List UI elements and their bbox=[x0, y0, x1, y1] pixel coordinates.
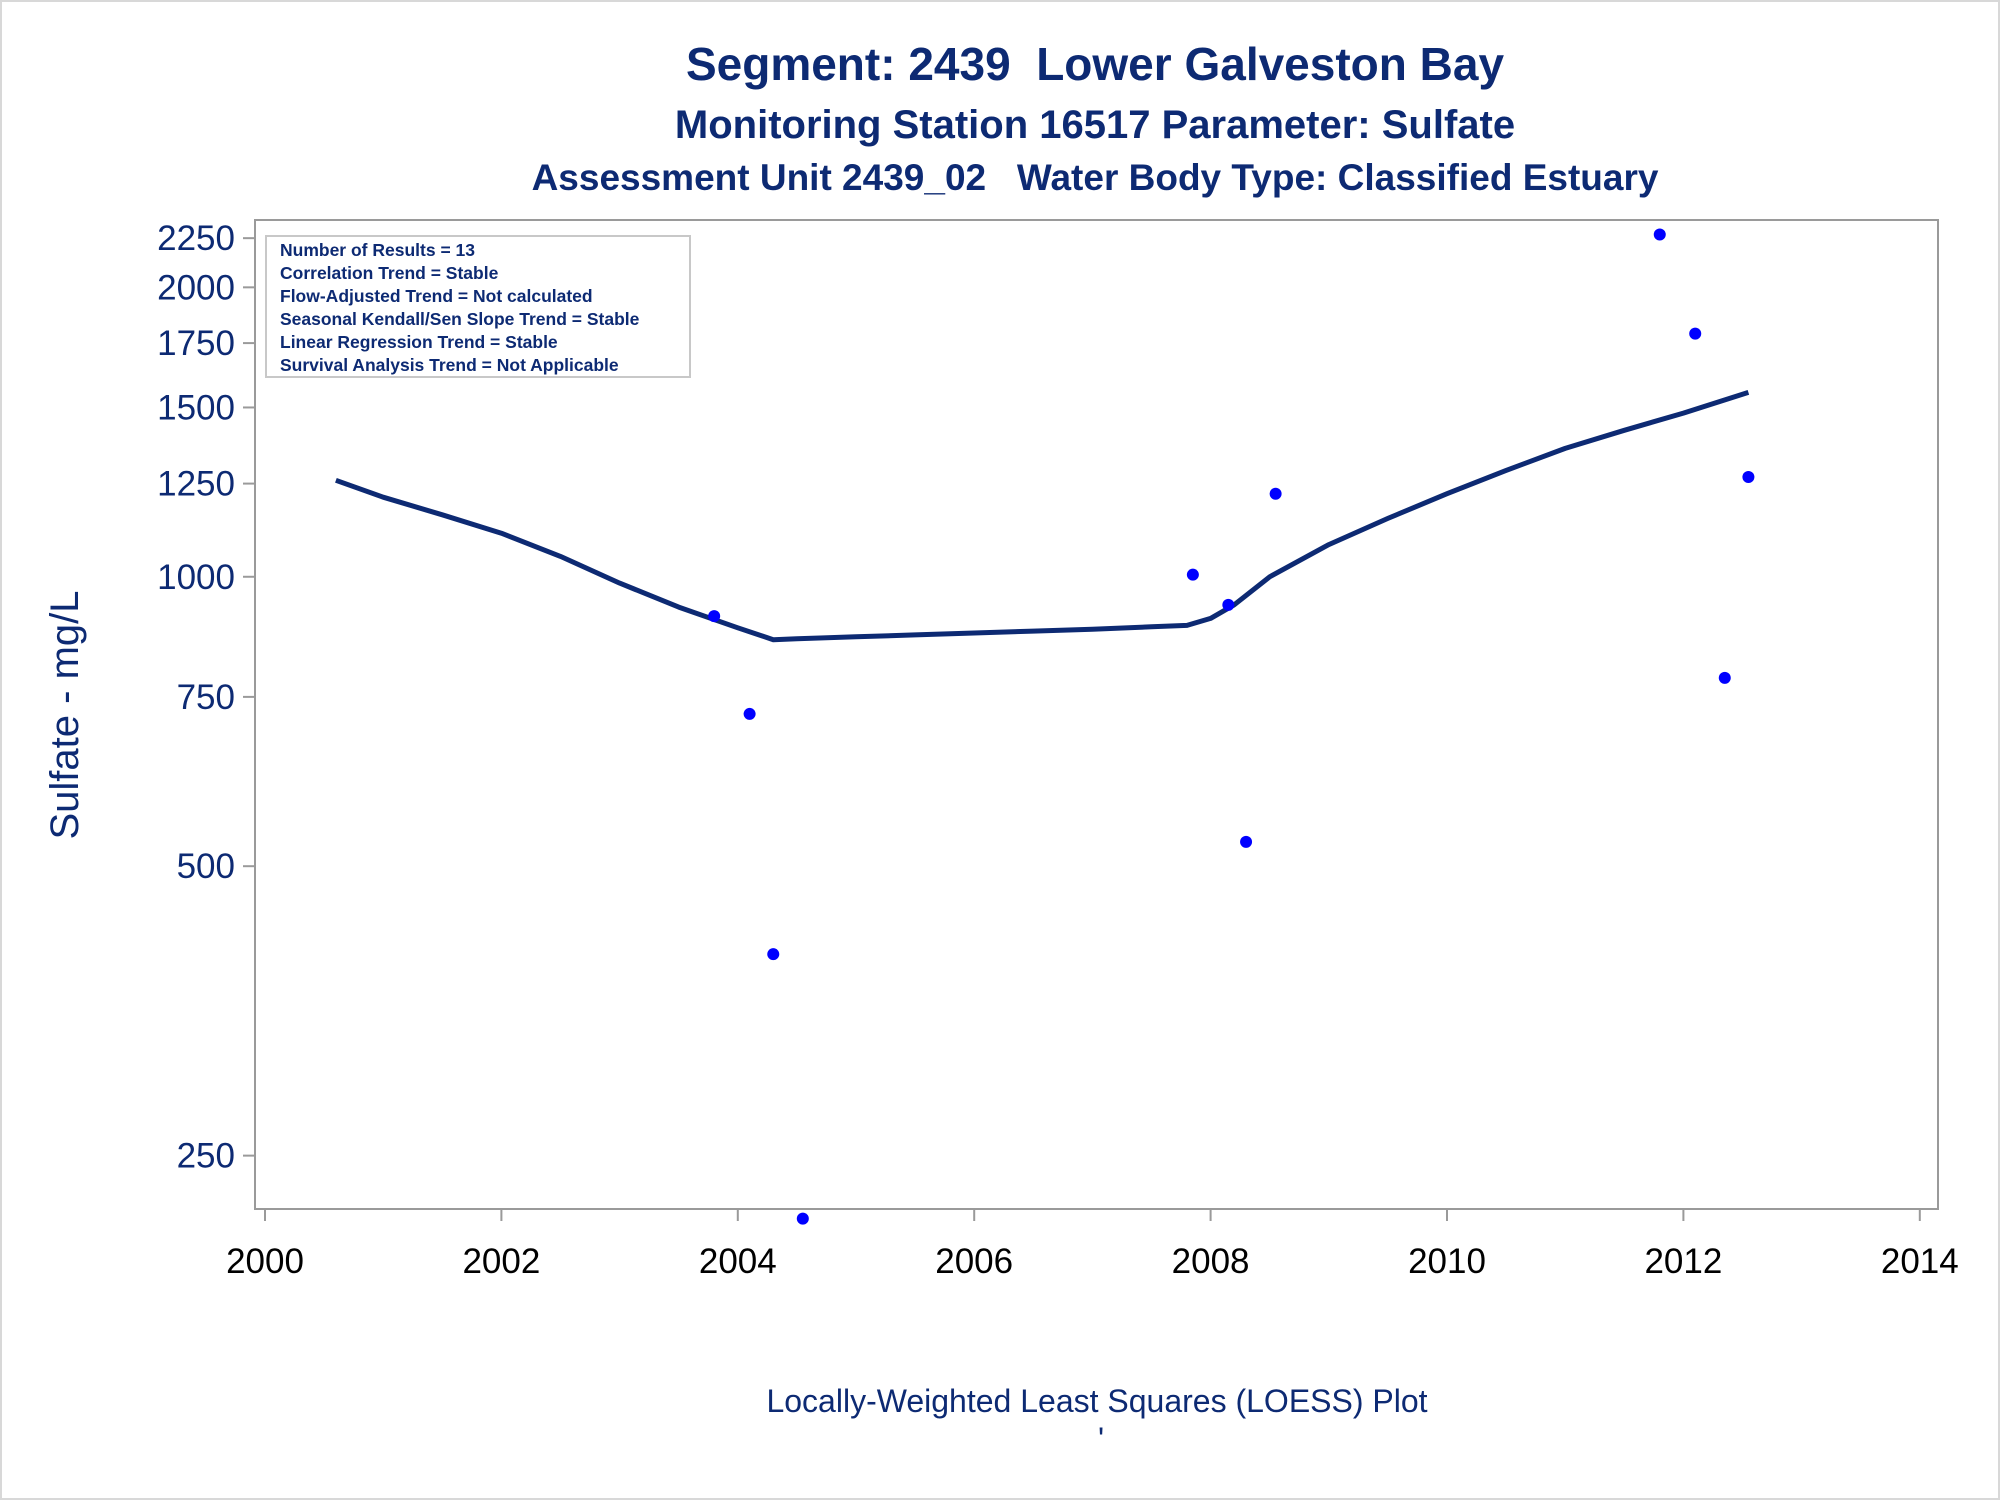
data-point bbox=[708, 610, 721, 623]
footnote: Locally-Weighted Least Squares (LOESS) P… bbox=[766, 1383, 1427, 1419]
y-tick-label: 250 bbox=[177, 1137, 235, 1176]
chart-subtitle-1: Monitoring Station 16517 Parameter: Sulf… bbox=[675, 103, 1515, 147]
info-box: Number of Results = 13 Correlation Trend… bbox=[265, 235, 691, 378]
info-line-correlation: Correlation Trend = Stable bbox=[280, 263, 499, 283]
y-tick-label: 1250 bbox=[157, 465, 235, 504]
loess-trend-line bbox=[335, 390, 1750, 643]
data-point bbox=[796, 1212, 809, 1225]
x-tick-label: 2010 bbox=[1408, 1242, 1486, 1281]
data-point bbox=[1240, 835, 1253, 848]
data-point bbox=[767, 948, 780, 961]
info-line-linear-regression: Linear Regression Trend = Stable bbox=[280, 332, 558, 352]
x-tick-label: 2012 bbox=[1644, 1242, 1722, 1281]
info-line-survival-analysis: Survival Analysis Trend = Not Applicable bbox=[280, 355, 619, 375]
x-tick-label: 2014 bbox=[1881, 1242, 1959, 1281]
x-tick-label: 2002 bbox=[462, 1242, 540, 1281]
data-point bbox=[1269, 487, 1282, 500]
y-axis: 250 500 750 1000 1250 1500 1750 2000 2250 bbox=[157, 219, 255, 1176]
info-line-flow-adjusted: Flow-Adjusted Trend = Not calculated bbox=[280, 286, 593, 306]
points-layer bbox=[329, 228, 1755, 1225]
data-point bbox=[1653, 228, 1666, 241]
y-tick-label: 2000 bbox=[157, 268, 235, 307]
chart-subtitle-2: Assessment Unit 2439_02 Water Body Type:… bbox=[532, 157, 1659, 198]
x-axis: 2000 2002 2004 2006 2008 2010 2012 2014 bbox=[226, 1209, 1959, 1281]
x-tick-label: 2000 bbox=[226, 1242, 304, 1281]
y-tick-label: 750 bbox=[177, 678, 235, 717]
data-point bbox=[1689, 327, 1702, 340]
info-box-frame bbox=[265, 235, 691, 378]
data-point bbox=[1222, 598, 1235, 611]
data-point bbox=[743, 707, 756, 720]
data-point bbox=[1186, 568, 1199, 581]
data-point bbox=[1742, 470, 1755, 483]
y-tick-label: 1000 bbox=[157, 558, 235, 597]
x-tick-label: 2008 bbox=[1172, 1242, 1250, 1281]
info-line-results: Number of Results = 13 bbox=[280, 240, 475, 260]
plot-frame bbox=[254, 219, 1939, 1210]
footnote-mark: ' bbox=[1098, 1421, 1104, 1457]
chart-title: Segment: 2439 Lower Galveston Bay bbox=[686, 38, 1504, 90]
data-point bbox=[1718, 671, 1731, 684]
y-tick-label: 1500 bbox=[157, 388, 235, 427]
y-axis-label: Sulfate - mg/L bbox=[43, 590, 87, 839]
y-tick-label: 500 bbox=[177, 847, 235, 886]
x-tick-label: 2004 bbox=[699, 1242, 777, 1281]
info-line-seasonal-kendall: Seasonal Kendall/Sen Slope Trend = Stabl… bbox=[280, 309, 640, 329]
y-tick-label: 1750 bbox=[157, 324, 235, 363]
loess-layer bbox=[335, 390, 1750, 643]
x-tick-label: 2006 bbox=[935, 1242, 1013, 1281]
y-tick-label: 2250 bbox=[157, 219, 235, 258]
